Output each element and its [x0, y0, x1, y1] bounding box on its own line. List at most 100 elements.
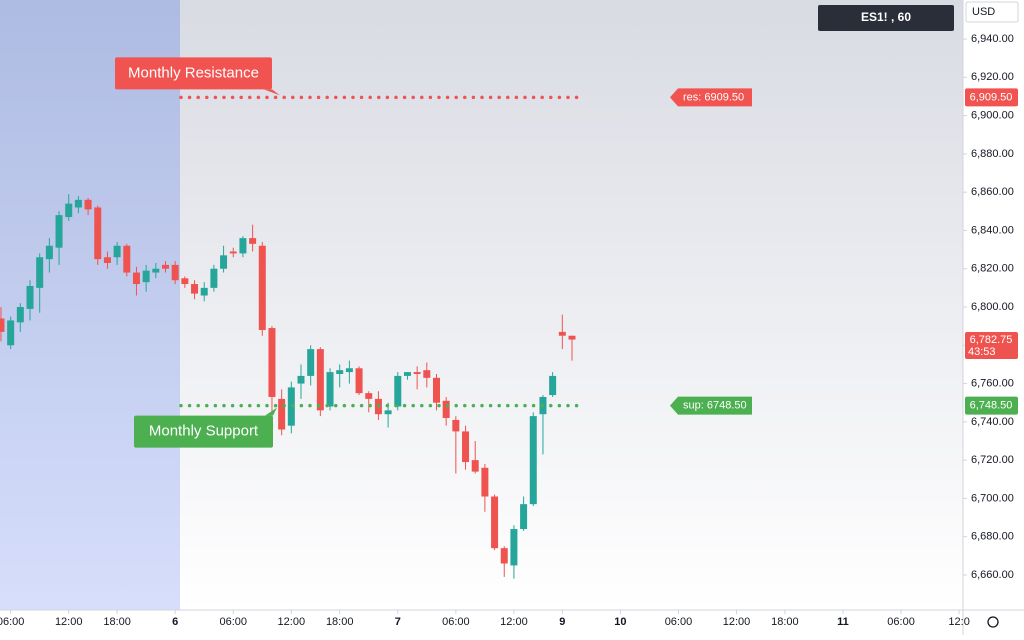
level-name: Monthly Support — [149, 423, 259, 440]
candle-body — [74, 199, 82, 208]
candle-body — [355, 368, 363, 394]
candle-body — [558, 331, 566, 336]
candle-body — [220, 255, 228, 269]
candle-body — [510, 529, 518, 566]
settings-icon[interactable] — [987, 616, 999, 628]
candle-body — [210, 268, 218, 288]
x-tick-label: 12:0 — [948, 616, 969, 628]
candle-body — [307, 349, 315, 376]
candle-body — [529, 416, 537, 505]
y-tick-label: 6,740.00 — [971, 416, 1014, 428]
x-tick-label: 06:00 — [887, 616, 915, 628]
level-value-box — [670, 88, 752, 107]
candle-body — [452, 419, 460, 432]
symbol: ES1! , 60 — [861, 10, 911, 24]
candle-body — [142, 270, 150, 283]
currency[interactable]: USD — [972, 6, 995, 18]
candle-body — [442, 400, 450, 419]
level-name-tail — [265, 407, 277, 416]
level-axis-box — [965, 88, 1018, 107]
x-tick-label: 06:00 — [442, 616, 470, 628]
candle-body — [162, 264, 170, 269]
candle-body — [36, 257, 44, 288]
level-value-label: res: 6909.50 — [683, 91, 744, 103]
x-tick-label: 11 — [837, 616, 849, 628]
symbol-box — [818, 5, 954, 31]
y-tick-label: 6,860.00 — [971, 186, 1014, 198]
candle-body — [287, 387, 295, 426]
candle-body — [258, 245, 266, 330]
candle-body — [181, 278, 189, 285]
candle-body — [500, 548, 508, 564]
time-axis — [0, 610, 963, 635]
countdown: 43:53 — [968, 346, 996, 358]
candle-body — [113, 245, 121, 258]
candle-body — [432, 377, 440, 403]
candle-body — [297, 375, 305, 384]
level-name-tail — [264, 89, 280, 96]
y-tick-label: 6,700.00 — [971, 492, 1014, 504]
candle-body — [191, 284, 199, 294]
candle-body — [132, 272, 140, 285]
y-tick-label: 6,900.00 — [971, 110, 1014, 122]
x-tick-label: 06:00 — [0, 616, 24, 628]
candle-body — [103, 257, 111, 263]
candle-body — [423, 370, 431, 378]
candle-body — [365, 393, 373, 399]
y-tick-label: 6,820.00 — [971, 263, 1014, 275]
candle-body — [152, 268, 160, 273]
y-tick-label: 6,680.00 — [971, 531, 1014, 543]
x-tick-label: 18:00 — [326, 616, 354, 628]
candle-body — [520, 504, 528, 530]
x-tick-label: 10 — [614, 616, 626, 628]
x-tick-label: 12:00 — [55, 616, 83, 628]
last-price-box — [965, 332, 1018, 360]
candle-body — [491, 496, 499, 549]
x-tick-label: 7 — [395, 616, 401, 628]
candle-body — [123, 245, 131, 273]
candle-body — [268, 328, 276, 397]
candle-body — [171, 264, 179, 281]
candle-body — [229, 251, 237, 254]
y-tick-label: 6,660.00 — [971, 569, 1014, 581]
level-value-label: sup: 6748.50 — [683, 399, 747, 411]
candle-body — [471, 460, 479, 472]
candle-body — [384, 410, 392, 415]
currency-box[interactable] — [965, 1, 1019, 23]
candle-body — [326, 372, 334, 407]
candle-body — [413, 372, 421, 375]
y-tick-label: 6,940.00 — [971, 33, 1014, 45]
x-tick-label: 06:00 — [219, 616, 247, 628]
candle-body — [16, 307, 24, 323]
candle-body — [345, 368, 353, 373]
candle-body — [84, 199, 92, 210]
y-tick-label: 6,880.00 — [971, 148, 1014, 160]
candle-body — [249, 238, 257, 244]
candle-body — [462, 431, 470, 463]
level-name-box — [115, 57, 272, 90]
candle-body — [26, 285, 34, 309]
candle-body — [55, 215, 63, 248]
x-tick-label: 12:00 — [723, 616, 751, 628]
candle-body — [65, 203, 73, 218]
candle-body — [0, 318, 5, 332]
x-tick-label: 12:00 — [278, 616, 306, 628]
x-tick-label: 18:00 — [103, 616, 131, 628]
level-value-box — [670, 396, 752, 415]
x-tick-label: 12:00 — [500, 616, 528, 628]
candle-body — [94, 207, 102, 260]
level-axis-label: 6,748.50 — [970, 399, 1013, 411]
candle-body — [278, 398, 286, 430]
candle-body — [316, 349, 324, 411]
level-axis-box — [965, 396, 1018, 415]
candle-body — [45, 245, 53, 260]
x-tick-label: 06:00 — [665, 616, 693, 628]
candle-body — [7, 320, 15, 346]
candle-body — [481, 467, 489, 497]
candle-body — [394, 375, 402, 407]
y-tick-label: 6,720.00 — [971, 454, 1014, 466]
x-tick-label: 9 — [559, 616, 565, 628]
y-tick-label: 6,840.00 — [971, 224, 1014, 236]
last-price-label: 6,782.75 — [970, 334, 1013, 346]
